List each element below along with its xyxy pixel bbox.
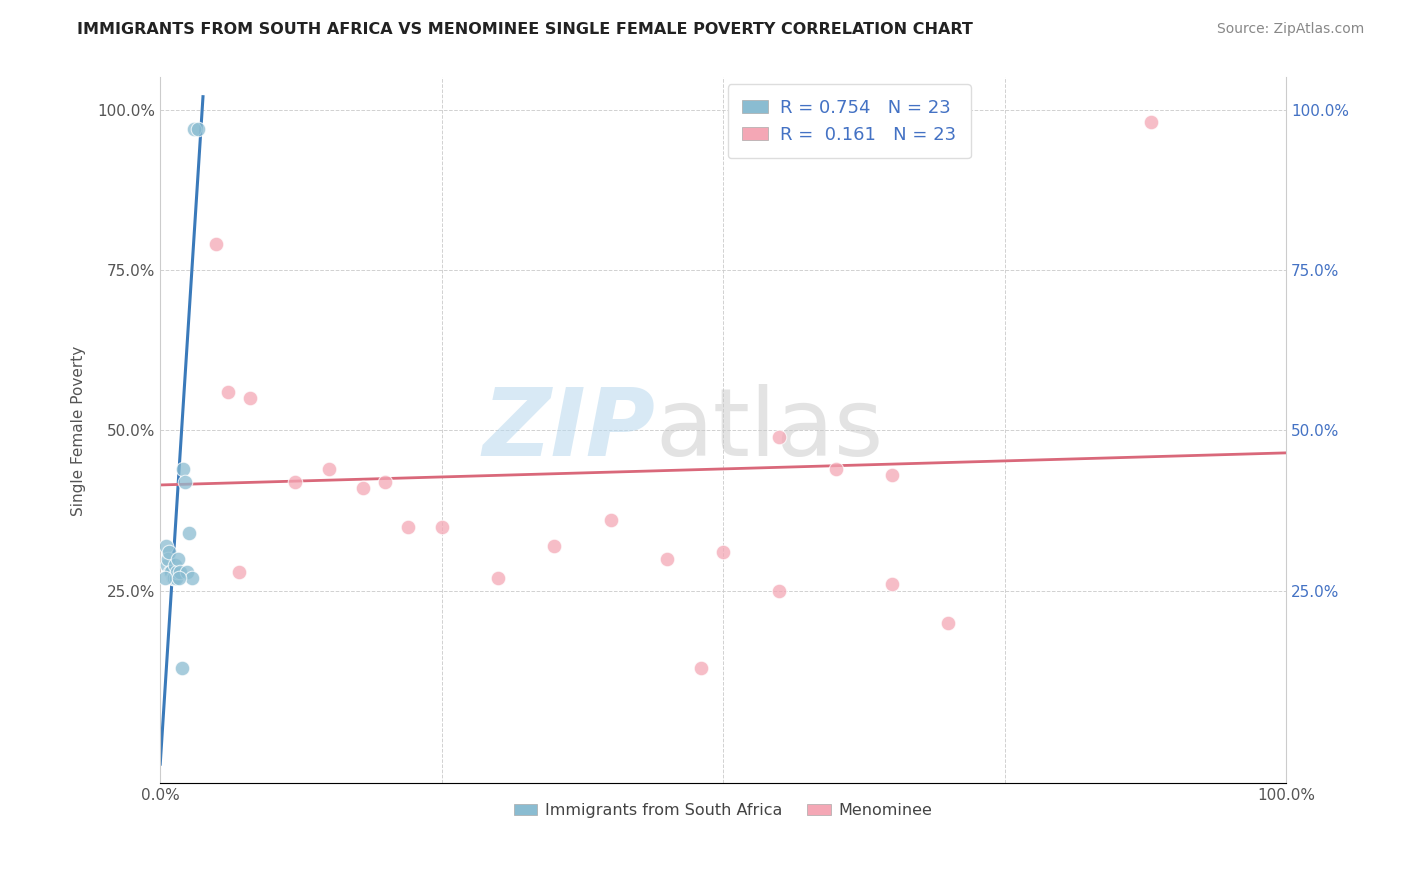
Point [187,121,209,136]
Point [655,551,678,566]
Point [157,545,180,559]
Point [153,571,176,585]
Point [352,481,374,495]
Point [768,583,790,598]
Point [374,475,396,489]
Point [217,384,239,399]
Point [167,551,190,566]
Text: ZIP: ZIP [482,384,655,476]
Text: IMMIGRANTS FROM SOUTH AFRICA VS MENOMINEE SINGLE FEMALE POVERTY CORRELATION CHAR: IMMIGRANTS FROM SOUTH AFRICA VS MENOMINE… [77,22,973,37]
Point [155,539,177,553]
Point [880,468,903,483]
Point [176,565,198,579]
Text: Source: ZipAtlas.com: Source: ZipAtlas.com [1216,22,1364,37]
Point [162,571,184,585]
Point [228,565,250,579]
Text: atlas: atlas [655,384,884,476]
Point [179,526,201,541]
Point [284,475,307,489]
Point [169,571,191,585]
Point [768,430,790,444]
Point [318,462,340,476]
Point [396,519,419,533]
Point [880,577,903,591]
Point [160,565,183,579]
Point [157,551,180,566]
Point [172,462,194,476]
Point [166,565,188,579]
Point [936,615,959,630]
Point [159,565,181,579]
Point [689,661,711,675]
Point [163,571,186,585]
Point [599,513,621,527]
Point [163,558,186,573]
Point [486,571,509,585]
Point [711,545,734,559]
Point [824,462,846,476]
Point [165,571,187,585]
Legend: Immigrants from South Africa, Menominee: Immigrants from South Africa, Menominee [508,797,939,825]
Point [183,121,205,136]
Point [170,661,193,675]
Point [430,519,453,533]
Point [205,237,228,252]
Point [156,558,179,573]
Point [174,475,197,489]
Point [239,392,262,406]
Point [169,565,191,579]
Y-axis label: Single Female Poverty: Single Female Poverty [72,345,86,516]
Point [180,571,202,585]
Point [543,539,565,553]
Point [1140,115,1163,129]
